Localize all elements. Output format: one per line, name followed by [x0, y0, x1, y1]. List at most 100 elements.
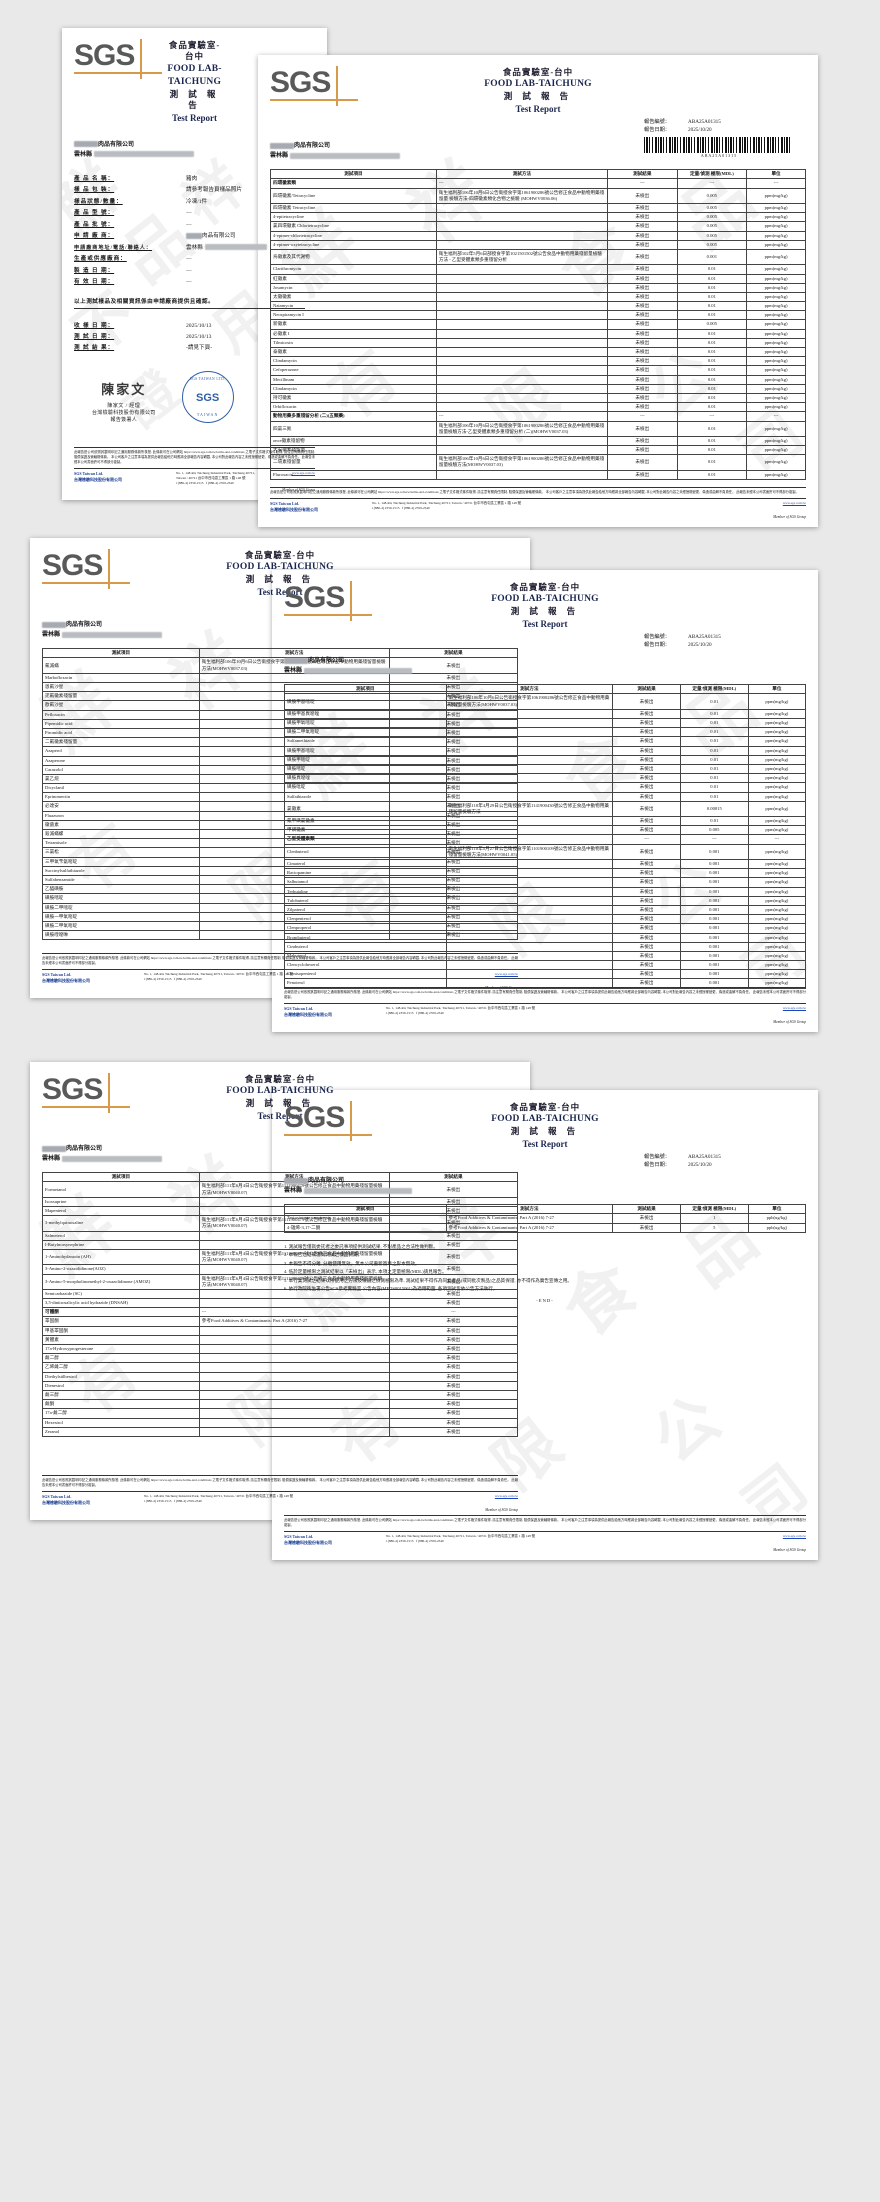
cell-limit: 0.01: [679, 773, 749, 784]
cell-result: 未檢出: [607, 328, 678, 339]
report-title-en: Test Report: [257, 1110, 303, 1121]
report-page-2: 鮮 祥 食 品 有 限 公 司 SGS 食品實驗室-台中 FOOD LAB: [258, 55, 818, 527]
footer-company-cn: 台灣檢驗科技股份有限公司: [42, 1500, 90, 1505]
cell-result: 未檢出: [612, 736, 681, 747]
redacted-company-prefix: [284, 657, 308, 664]
footer-website[interactable]: www.sgs.com.tw: [782, 501, 806, 505]
th-method: 測試方法: [435, 169, 609, 180]
stamp-center-text: SGS: [195, 391, 220, 404]
cell-item: Isoxsuprine: [42, 1196, 200, 1208]
cell-unit: ---: [747, 834, 807, 845]
cell-result: 未檢出: [612, 800, 681, 818]
cell-result: 未檢出: [612, 960, 681, 971]
th-limit: 定量/偵測 極限(MDL): [679, 684, 749, 695]
cell-method: [435, 435, 609, 447]
cell-result: 未檢出: [612, 904, 681, 916]
cell-unit: ---: [746, 411, 806, 422]
table-row: Clenpenterol 未檢出 0.001 ppm(mg/kg): [284, 914, 807, 925]
cell-unit: ppm(mg/kg): [747, 960, 807, 971]
cell-unit: ppm(mg/kg): [746, 264, 806, 275]
signer-org: 台灣檢驗科技股份有限公司: [92, 410, 156, 416]
info-row: 樣 品 包 裝： 請參考報告頁樣品照片: [74, 187, 242, 194]
cell-result: 未檢出: [612, 932, 681, 943]
cell-unit: ppm(mg/kg): [747, 693, 807, 710]
cell-result: 未檢出: [607, 212, 678, 223]
cell-item: 睪固酮: [42, 1316, 200, 1327]
cell-limit: 0.01: [676, 445, 748, 456]
footer-fax: f (886-4) 2359-2340: [416, 1011, 444, 1016]
cell-item: 磺胺甲基嘧啶: [284, 693, 447, 710]
cell-method: [435, 221, 609, 232]
cell-item: 17a-Hydroxyprogesterone: [42, 1344, 200, 1355]
cell-result: ---: [607, 411, 678, 422]
table-row: 泰黴素 未檢出 0.01 ppm(mg/kg): [270, 347, 806, 358]
redacted-company-prefix: [42, 621, 66, 628]
cell-item: Testosterone propionate: [284, 1213, 447, 1224]
cell-item: 磺胺二甲氧嘧啶: [284, 727, 447, 738]
sample-declaration: 以上測試樣品及相關資訊係由申請廠商提供且確認。: [74, 297, 306, 309]
cell-result: 未檢出: [388, 1248, 519, 1266]
cell-method: [435, 356, 609, 367]
cell-unit: ppm(mg/kg): [747, 941, 807, 952]
cell-item: Clenisopenterol: [284, 969, 447, 980]
cell-item: Zilpaterol: [284, 904, 447, 916]
cell-limit: 0.01: [676, 365, 748, 376]
cell-unit: ppm(mg/kg): [747, 825, 807, 836]
redacted-company-address: [62, 1155, 163, 1162]
footer-member: Member of SGS Group: [485, 1508, 518, 1512]
table-row: Zilpaterol 未檢出 0.001 ppm(mg/kg): [284, 904, 807, 916]
report-no-value: ABA25A01315: [688, 634, 721, 640]
signature-handwriting: 陳家文: [101, 381, 147, 397]
table-row: 磺胺甲基嘧啶 未檢出 0.01 ppm(mg/kg): [284, 745, 807, 756]
cell-unit: ppm(mg/kg): [747, 736, 807, 747]
table-row: 磺胺甲嘧啶 未檢出 0.01 ppm(mg/kg): [284, 754, 807, 765]
table-row: 四環黴素類 --- --- --- ---: [270, 178, 806, 189]
th-item: 測試項目: [42, 1172, 200, 1183]
table-row: Fenoterol 未檢出 0.001 ppm(mg/kg): [284, 978, 807, 989]
report-number-block: 報告編號： ABA25A01315 報告日期： 2025/10/20 ABA25A0…: [644, 119, 794, 158]
cell-unit: ppm(mg/kg): [746, 420, 806, 437]
footer-website[interactable]: www.sgs.com.tw: [782, 1006, 806, 1010]
cell-result: 未檢出: [612, 1213, 681, 1224]
table-row: Diethylstilbestrol 未檢出: [42, 1371, 519, 1382]
cell-limit: 0.01: [679, 727, 749, 738]
cell-result: 未檢出: [607, 291, 678, 303]
logo-rule-horizontal: [284, 1134, 372, 1136]
cell-method: [435, 374, 609, 385]
date-row: 測 試 日 期： 2025/10/13: [74, 334, 212, 340]
table-row: Clenisopenterol 未檢出 0.001 ppm(mg/kg): [284, 969, 807, 980]
footer-website[interactable]: www.sgs.com.tw: [782, 1534, 806, 1538]
cell-method: [435, 282, 609, 293]
results-table: 測試項目 測試方法 測試結果 Formetanol 衛生福利部111年6月4日公告…: [42, 1172, 519, 1437]
cell-unit: ---: [746, 178, 806, 189]
cell-item: Clenbuterol: [284, 843, 447, 861]
cell-item: 磺胺嘧啶: [284, 763, 447, 775]
cell-item: Azaperone: [42, 755, 200, 766]
cell-result: 未檢出: [607, 203, 678, 214]
footer-website[interactable]: www.sgs.com.tw: [494, 1494, 518, 1498]
cell-item: 四氯三氮: [270, 420, 437, 437]
cell-result: 未檢出: [607, 310, 678, 321]
cell-item: 大安黴素殘留量: [270, 445, 437, 456]
cell-unit: ppm(mg/kg): [747, 969, 807, 980]
cell-item: Marbofloxacin: [42, 672, 200, 684]
cell-result: 未檢出: [388, 1273, 519, 1290]
footer-company-en: SGS Taiwan Ltd.: [284, 1006, 314, 1011]
cell-item: 磺胺甲基異噁唑: [284, 708, 447, 720]
note-item: 1. 測試報告僅就委託者之委託事項提供測試結果, 不對產品之合法性做判斷。: [284, 1243, 438, 1249]
cell-method: [198, 1325, 390, 1336]
footer-address: No. 1, 148-Rd, Taichung Industrial Park,…: [176, 471, 255, 486]
page-header: SGS 食品實驗室-台中 FOOD LAB-TAICHUNG 測 試 報 告 T…: [270, 65, 806, 115]
cell-unit: ppm(mg/kg): [747, 877, 807, 888]
cell-limit: 0.01: [676, 374, 748, 385]
table-row: 3-Amino-5-morpholinomethyl-2-oxazolidino…: [42, 1273, 519, 1290]
footer-fax: f (886-4) 2359-2340: [416, 1539, 444, 1544]
cell-limit: 0.001: [679, 923, 749, 934]
company-address-prefix: 雲林縣: [284, 1188, 303, 1195]
cell-unit: ppm(mg/kg): [746, 445, 806, 456]
company-block: 肉品有限公司 雲林縣: [284, 656, 806, 676]
cell-limit: 0.00015: [679, 800, 749, 818]
footer-legal-text: 此報告是公司依照其載明印記之通用服務條款所核發, 此條款可在公司網站 https…: [284, 1518, 806, 1528]
cell-item: Mapenterol: [42, 1206, 200, 1217]
cell-method: [435, 328, 609, 339]
